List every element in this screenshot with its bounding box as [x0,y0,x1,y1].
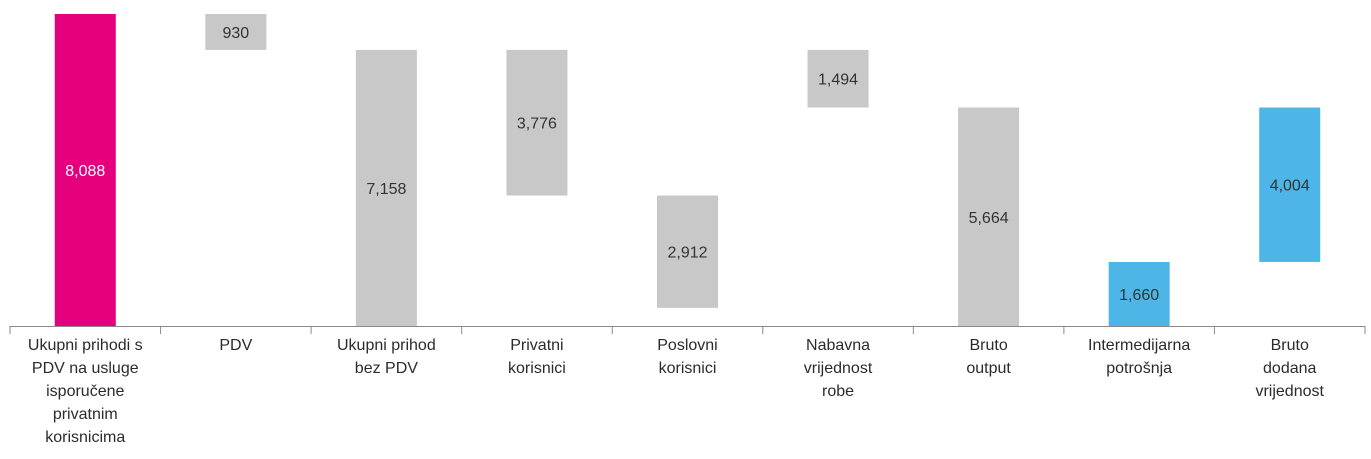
x-tick-label-3: Ukupni prihod bez PDV [311,334,461,380]
x-tick-label-line: Privatni [510,337,564,354]
bar-8 [1108,261,1170,326]
x-tick-label-line: Nabavna [806,337,871,354]
x-tick-label-line: PDV [219,337,253,354]
bar-5 [657,195,718,308]
x-tick-label-line: output [966,360,1011,377]
x-tick-label-2: PDV [161,334,311,357]
x-tick-label-line: vrijednost [803,360,873,377]
x-tick-label-line: Ukupni prihodi s [27,337,143,354]
data-label-4: 3,776 [517,116,557,133]
x-tick-label-line: bez PDV [354,360,418,377]
bar-1 [54,14,116,326]
data-label-7: 5,664 [969,210,1009,227]
x-tick-label-line: vrijednost [1255,383,1324,400]
x-tick-label-line: privatnim [52,406,118,423]
x-tick-label-line: potrošnja [1106,360,1173,377]
x-tick-label-1: Ukupni prihodi s PDV na usluge isporučene p… [10,334,160,449]
x-tick-label-line: dodana [1263,360,1317,377]
x-tick-label-line: korisnici [658,360,717,377]
x-tick-label-9: Bruto dodana vrijednost [1215,334,1365,403]
data-label-9: 4,004 [1270,178,1310,195]
x-tick-label-5: Poslovni korisnici [613,334,763,380]
x-tick-label-line: Poslovni [657,337,718,354]
x-tick-label-line: robe [822,383,855,400]
x-tick-label-line: Bruto [1270,337,1309,354]
x-tick-label-line: PDV na usluge [31,360,139,377]
bar-2 [205,14,267,50]
x-tick-label-line: Bruto [969,337,1008,354]
x-tick-label-line: korisnici [508,360,566,377]
value-labels-layer: 8,088 930 7,158 3,776 2,912 1,494 5,664 1,660 4,… [65,25,1310,304]
data-label-1: 8,088 [65,163,105,180]
data-label-6: 1,494 [818,72,858,89]
bars-layer [54,14,1321,326]
data-label-8: 1,660 [1119,287,1159,304]
x-tick-label-line: Intermedijarna [1088,337,1191,354]
x-tick-label-line: isporučene [46,383,125,400]
bar-4 [506,49,568,196]
bar-6 [807,49,869,108]
x-tick-label-4: Privatni korisnici [462,334,612,380]
bar-3 [355,49,417,326]
bar-7 [958,107,1020,326]
x-axis [9,326,1366,334]
x-tick-label-7: Bruto output [914,334,1064,380]
bar-9 [1259,107,1321,262]
x-tick-label-line: Ukupni prihod [337,337,436,354]
x-tick-label-6: Nabavna vrijednost robe [763,334,913,403]
x-tick-label-line: korisnicima [45,429,126,446]
data-label-2: 930 [222,25,249,42]
data-label-5: 2,912 [667,245,707,262]
data-label-3: 7,158 [366,181,406,198]
x-tick-label-8: Intermedijarna potrošnja [1064,334,1214,380]
